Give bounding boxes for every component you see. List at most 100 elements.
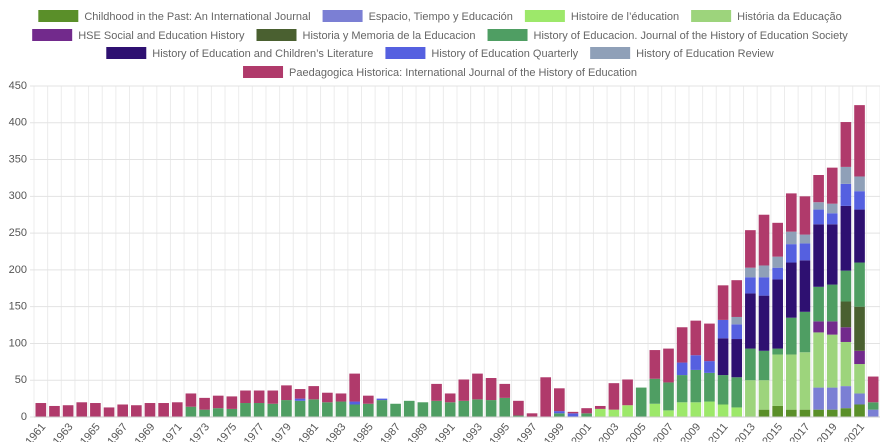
bar-segment xyxy=(690,320,702,356)
bar-segment xyxy=(745,380,756,417)
bar-segment xyxy=(676,327,688,363)
bar-segment xyxy=(267,390,279,404)
legend-label: Histoire de l’éducation xyxy=(571,11,679,23)
bar-segment xyxy=(704,323,715,362)
bar-segment xyxy=(281,385,292,401)
x-tick-label: 1971 xyxy=(160,421,185,442)
bar-segment xyxy=(799,260,811,312)
legend-row: Childhood in the Past: An International … xyxy=(38,10,842,23)
x-tick-label: 1999 xyxy=(542,421,567,442)
bar-segment xyxy=(826,321,838,335)
bar-segment xyxy=(813,321,824,333)
x-tick-label: 2011 xyxy=(706,421,730,442)
bar-segment xyxy=(840,327,852,342)
x-tick-label: 1983 xyxy=(324,421,349,442)
bar-segment xyxy=(758,214,770,266)
bar-segment xyxy=(772,222,783,257)
y-tick-label: 150 xyxy=(9,301,27,313)
bar-segment xyxy=(676,362,688,376)
bar-segment xyxy=(840,122,852,167)
bar-segment xyxy=(431,383,442,401)
bar-segment xyxy=(458,379,470,401)
bar-segment xyxy=(608,409,620,417)
bar-segment xyxy=(594,408,606,417)
legend-swatch xyxy=(38,10,79,22)
x-tick-label: 1973 xyxy=(187,421,212,442)
legend-label: Childhood in the Past: An International … xyxy=(84,11,310,23)
bar-segment xyxy=(212,408,224,417)
bar-segment xyxy=(840,301,852,328)
x-tick-label: 2021 xyxy=(842,421,867,442)
bar-segment xyxy=(826,203,838,214)
legend-label: HSE Social and Education History xyxy=(78,30,245,42)
legend-swatch xyxy=(256,29,297,41)
bar-segment xyxy=(335,393,347,402)
bar-segment xyxy=(731,407,743,417)
bar-segment xyxy=(826,409,838,417)
bar-segment xyxy=(212,395,224,409)
bar-segment xyxy=(567,413,579,417)
y-tick-label: 250 xyxy=(9,227,27,239)
bar-segment xyxy=(663,410,674,417)
x-tick-label: 1977 xyxy=(242,421,267,442)
y-tick-label: 50 xyxy=(15,374,27,386)
bar-segment xyxy=(799,311,811,353)
x-tick-label: 1961 xyxy=(23,421,48,442)
legend-row: History of Education and Children’s Lite… xyxy=(106,47,774,60)
bar-segment xyxy=(785,262,797,318)
bar-segment xyxy=(813,209,824,225)
bar-segment xyxy=(717,338,729,376)
x-tick-label: 1989 xyxy=(405,421,430,442)
bar-segment xyxy=(854,105,865,177)
bar-segment xyxy=(731,316,743,325)
bar-segment xyxy=(362,403,374,417)
bar-segment xyxy=(826,284,838,322)
bar-segment xyxy=(854,364,865,394)
bar-segment xyxy=(144,403,156,417)
bar-segment xyxy=(799,234,811,244)
legend-label: History of Educacion. Journal of the His… xyxy=(534,30,849,42)
bar-segment xyxy=(444,402,456,417)
bar-segment xyxy=(785,193,797,232)
bar-segment xyxy=(226,408,238,417)
bar-segment xyxy=(840,166,852,184)
legend-swatch xyxy=(32,29,73,41)
bar-segment xyxy=(826,224,838,285)
legend-item: Histoire de l’éducation xyxy=(524,10,679,23)
bar-segment xyxy=(581,408,592,414)
bar-segment xyxy=(485,400,497,417)
bar-segment xyxy=(472,373,483,400)
bar-segment xyxy=(472,399,483,417)
x-tick-label: 2015 xyxy=(760,421,785,442)
x-tick-label: 2001 xyxy=(569,421,594,442)
legend-label: History of Education Quarterly xyxy=(431,48,578,60)
bar-segment xyxy=(649,350,661,379)
bar-segment xyxy=(308,386,320,400)
bar-segment xyxy=(199,397,210,410)
bar-segment xyxy=(349,401,360,405)
bar-segment xyxy=(704,372,715,402)
bar-segment xyxy=(417,402,429,417)
x-tick-label: 1985 xyxy=(351,421,376,442)
bar-segment xyxy=(758,295,770,351)
bar-segment xyxy=(785,409,797,417)
bar-segment xyxy=(567,411,579,414)
bar-segment xyxy=(458,400,470,417)
bar-segment xyxy=(758,409,770,417)
bar-segment xyxy=(294,398,306,401)
bar-segment xyxy=(308,399,320,417)
legend-row: Paedagogica Historica: International Jou… xyxy=(243,66,637,79)
legend: Childhood in the Past: An International … xyxy=(32,10,848,79)
bar-segment xyxy=(649,403,661,417)
bar-segment xyxy=(840,408,852,417)
bar-segment xyxy=(90,403,101,417)
bar-segment xyxy=(717,319,729,339)
bar-segment xyxy=(253,403,265,417)
bar-segment xyxy=(349,404,360,417)
bar-segment xyxy=(690,402,702,417)
bar-segment xyxy=(349,373,360,402)
bar-segment xyxy=(267,403,279,417)
bar-segment xyxy=(513,400,524,416)
bar-segment xyxy=(663,382,674,411)
